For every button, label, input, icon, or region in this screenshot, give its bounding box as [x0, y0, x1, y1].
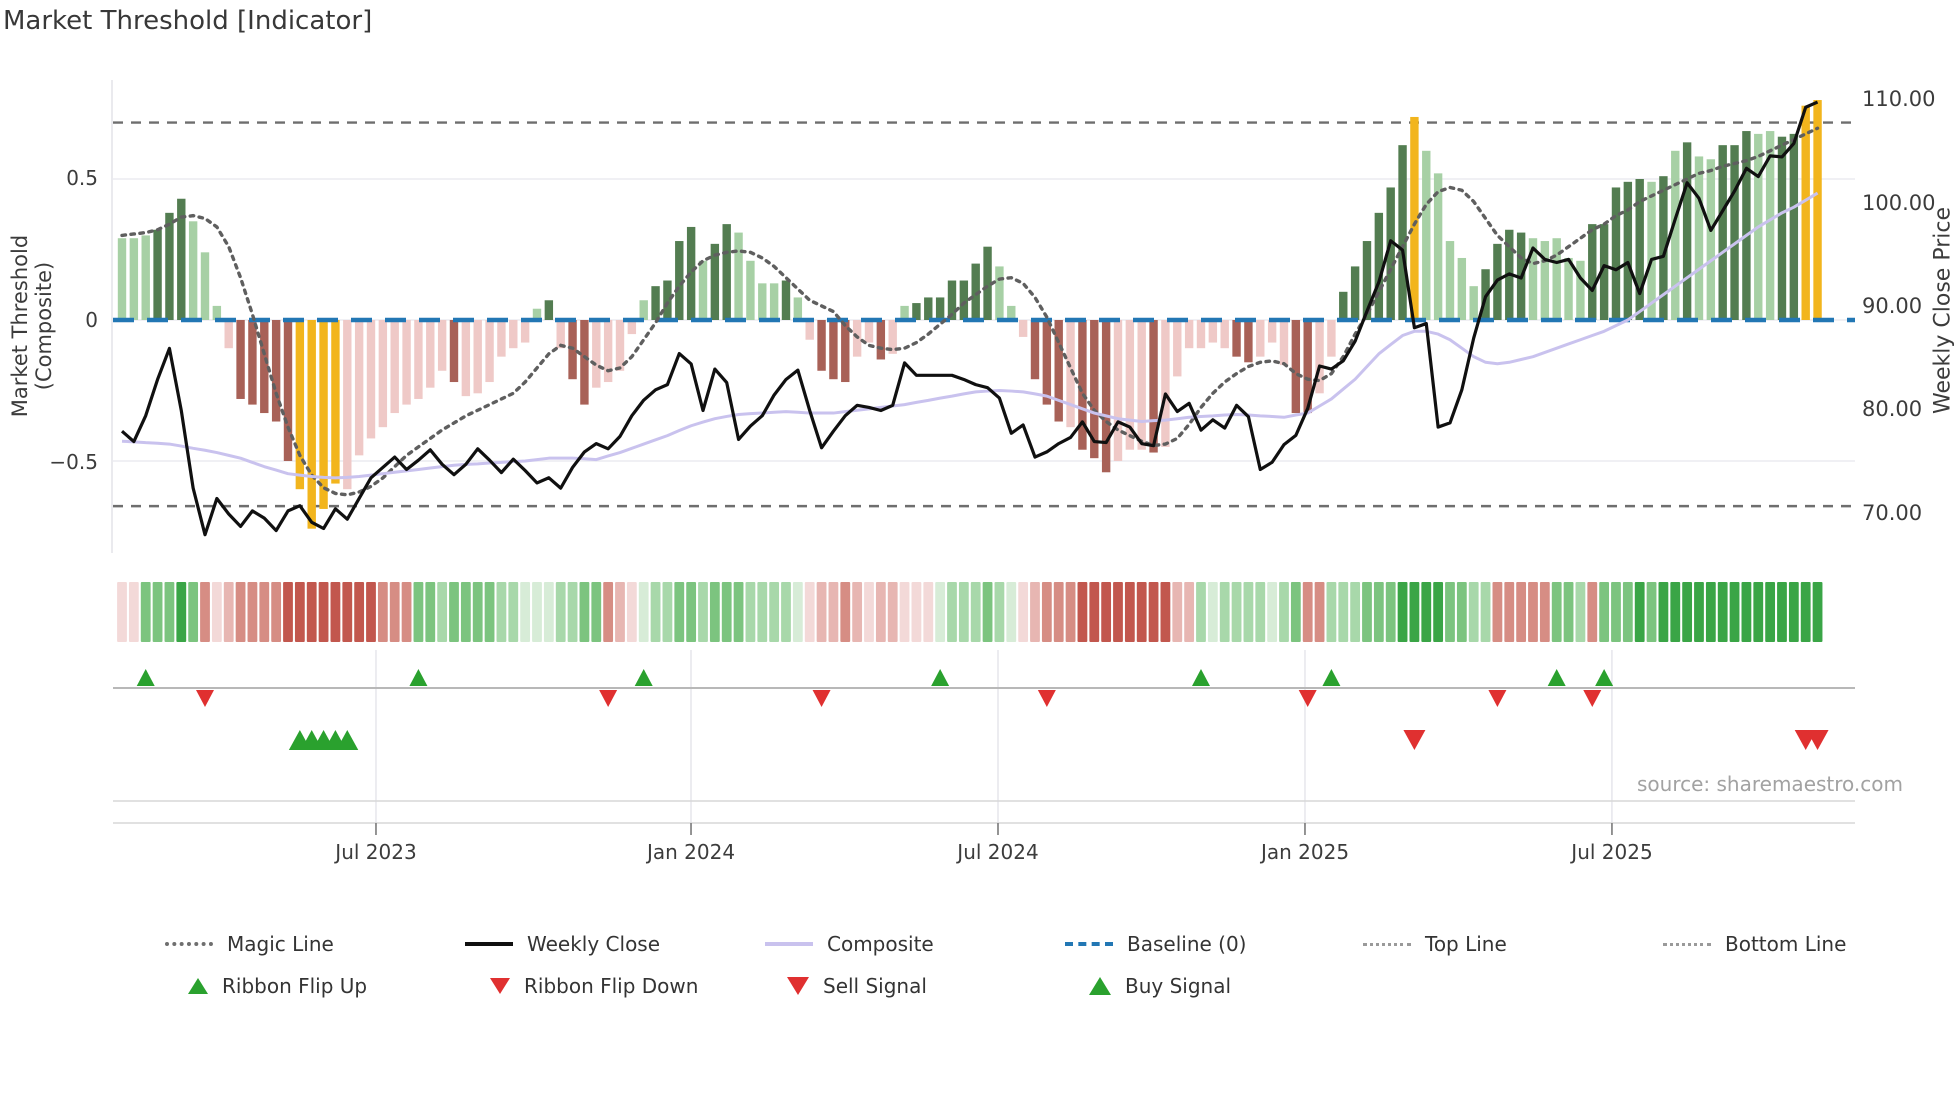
right-tick-80: 80.00	[1862, 397, 1923, 421]
legend-label: Buy Signal	[1125, 974, 1232, 998]
signal-panel-lines	[113, 650, 1855, 835]
magic-line-swatch-icon	[165, 942, 213, 946]
weekly-close-swatch-icon	[465, 942, 513, 946]
momentum-ribbon	[117, 582, 1823, 642]
buy-sell-markers	[288, 730, 1829, 750]
right-tick-90: 90.00	[1862, 294, 1923, 318]
legend-label: Weekly Close	[527, 932, 661, 956]
top-line-swatch-icon	[1363, 942, 1411, 946]
legend-ribbon-flip-up: Ribbon Flip Up	[188, 974, 367, 998]
legend-ribbon-flip-down: Ribbon Flip Down	[490, 974, 698, 998]
left-tick-0: 0	[85, 308, 98, 332]
buy-signal-triangle-icon	[1089, 977, 1111, 995]
right-tick-110: 110.00	[1862, 87, 1936, 111]
legend-label: Composite	[827, 932, 934, 956]
legend-label: Magic Line	[227, 932, 334, 956]
left-tick-0.5: 0.5	[66, 166, 98, 190]
baseline-swatch-icon	[1065, 942, 1113, 946]
composite-bars	[117, 100, 1822, 529]
legend-weekly-close: Weekly Close	[465, 932, 660, 956]
x-tick-jul-2025: Jul 2025	[1571, 840, 1653, 864]
legend-label: Ribbon Flip Up	[222, 974, 368, 998]
page-title: Market Threshold [Indicator]	[3, 6, 373, 36]
x-tick-jul-2024: Jul 2024	[957, 840, 1039, 864]
legend-sell-signal: Sell Signal	[787, 974, 927, 998]
flip-down-triangle-icon	[490, 978, 510, 994]
source-attribution: source: sharemaestro.com	[1637, 772, 1903, 796]
x-tick-jan-2025: Jan 2025	[1260, 840, 1350, 864]
composite-line	[121, 191, 1819, 480]
legend-label: Top Line	[1425, 932, 1507, 956]
right-tick-70: 70.00	[1862, 501, 1923, 525]
legend-bottom-line: Bottom Line	[1663, 932, 1846, 956]
left-tick-neg0.5: −0.5	[49, 450, 98, 474]
legend-top-line: Top Line	[1363, 932, 1507, 956]
bottom-line-swatch-icon	[1663, 942, 1711, 946]
legend-buy-signal: Buy Signal	[1089, 974, 1231, 998]
top-bottom-lines	[113, 121, 1855, 508]
right-tick-100: 100.00	[1862, 191, 1936, 215]
flip-up-triangle-icon	[188, 978, 208, 994]
legend-label: Bottom Line	[1725, 932, 1847, 956]
legend-label: Ribbon Flip Down	[524, 974, 699, 998]
legend-baseline: Baseline (0)	[1065, 932, 1246, 956]
ribbon-flip-markers	[136, 669, 1614, 707]
legend-composite: Composite	[765, 932, 934, 956]
x-tick-jul-2023: Jul 2023	[335, 840, 417, 864]
composite-swatch-icon	[765, 942, 813, 946]
sell-signal-triangle-icon	[787, 977, 809, 995]
magic-line	[120, 126, 1820, 497]
legend-label: Baseline (0)	[1127, 932, 1247, 956]
legend-label: Sell Signal	[823, 974, 927, 998]
weekly-close-line	[120, 100, 1819, 537]
x-tick-jan-2024: Jan 2024	[646, 840, 736, 864]
legend-magic-line: Magic Line	[165, 932, 334, 956]
